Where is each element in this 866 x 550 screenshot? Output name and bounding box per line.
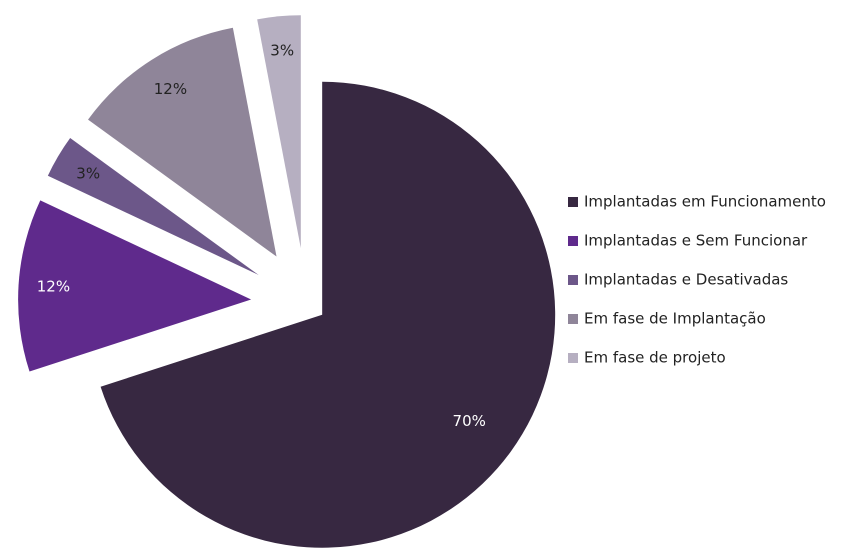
pie-slice: [100, 81, 556, 548]
legend-swatch: [568, 197, 578, 207]
legend-swatch: [568, 236, 578, 246]
legend-label: Em fase de projeto: [584, 349, 726, 367]
pie-slice: [47, 138, 259, 276]
legend-swatch: [568, 353, 578, 363]
data-label: 12%: [154, 80, 187, 98]
legend-swatch: [568, 275, 578, 285]
data-label: 3%: [76, 165, 100, 183]
data-label: 70%: [453, 412, 486, 430]
data-label: 3%: [270, 42, 294, 60]
legend-label: Em fase de Implantação: [584, 310, 766, 328]
legend-swatch: [568, 314, 578, 324]
pie-slice: [257, 15, 301, 249]
legend-label: Implantadas em Funcionamento: [584, 193, 826, 211]
data-label: 12%: [37, 278, 70, 296]
pie-slice: [18, 200, 252, 372]
legend-label: Implantadas e Desativadas: [584, 271, 788, 289]
pie-slice: [88, 27, 277, 257]
legend-label: Implantadas e Sem Funcionar: [584, 232, 808, 250]
